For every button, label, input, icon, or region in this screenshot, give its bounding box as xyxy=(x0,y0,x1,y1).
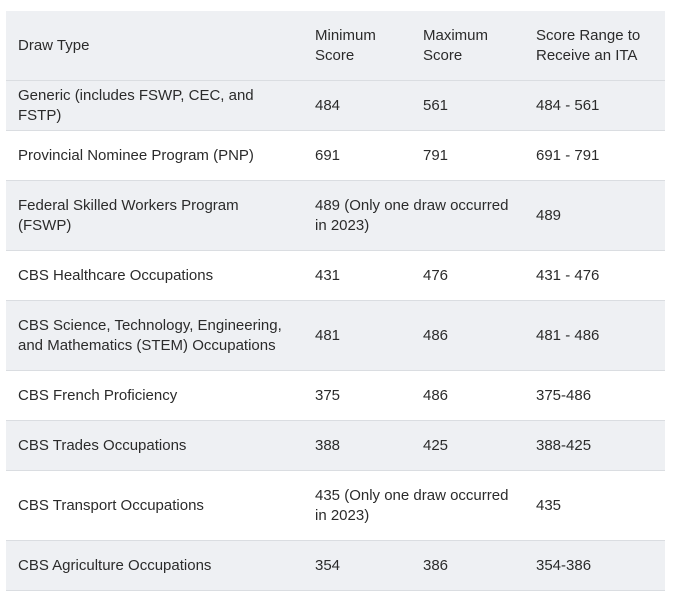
table-row: CBS Science, Technology, Engineering, an… xyxy=(6,300,665,371)
cell-draw-type: Provincial Nominee Program (PNP) xyxy=(6,130,303,181)
cell-max-score: 386 xyxy=(411,540,524,591)
table-header-row: Draw Type Minimum Score Maximum Score Sc… xyxy=(6,11,665,81)
cell-score-range: 431 - 476 xyxy=(524,250,665,301)
cell-max-score: 791 xyxy=(411,130,524,181)
table-row: Federal Skilled Workers Program (FSWP) 4… xyxy=(6,180,665,251)
cell-score-range: 354-386 xyxy=(524,540,665,591)
table-row: CBS Trades Occupations 388 425 388-425 xyxy=(6,420,665,471)
cell-min-max-combined: 435 (Only one draw occurred in 2023) xyxy=(303,470,524,541)
cell-draw-type: CBS Agriculture Occupations xyxy=(6,540,303,591)
cell-max-score: 561 xyxy=(411,80,524,131)
cell-max-score: 486 xyxy=(411,370,524,421)
cell-draw-type: CBS Transport Occupations xyxy=(6,470,303,541)
header-score-range: Score Range to Receive an ITA xyxy=(524,11,665,81)
cell-max-score: 476 xyxy=(411,250,524,301)
cell-min-score: 354 xyxy=(303,540,411,591)
score-table-container: Draw Type Minimum Score Maximum Score Sc… xyxy=(6,11,665,591)
cell-score-range: 691 - 791 xyxy=(524,130,665,181)
cell-min-max-combined: 489 (Only one draw occurred in 2023) xyxy=(303,180,524,251)
cell-min-score: 431 xyxy=(303,250,411,301)
table-row: Provincial Nominee Program (PNP) 691 791… xyxy=(6,130,665,181)
cell-score-range: 484 - 561 xyxy=(524,80,665,131)
cell-draw-type: CBS French Proficiency xyxy=(6,370,303,421)
cell-score-range: 481 - 486 xyxy=(524,300,665,371)
cell-score-range: 489 xyxy=(524,180,665,251)
cell-draw-type: CBS Healthcare Occupations xyxy=(6,250,303,301)
cell-draw-type: Federal Skilled Workers Program (FSWP) xyxy=(6,180,303,251)
cell-draw-type: CBS Trades Occupations xyxy=(6,420,303,471)
cell-score-range: 435 xyxy=(524,470,665,541)
table-row: CBS French Proficiency 375 486 375-486 xyxy=(6,370,665,421)
header-minimum-score: Minimum Score xyxy=(303,11,411,81)
cell-draw-type: CBS Science, Technology, Engineering, an… xyxy=(6,300,303,371)
cell-draw-type: Generic (includes FSWP, CEC, and FSTP) xyxy=(6,80,303,131)
table-row: CBS Healthcare Occupations 431 476 431 -… xyxy=(6,250,665,301)
cell-min-score: 388 xyxy=(303,420,411,471)
cell-min-score: 484 xyxy=(303,80,411,131)
table-row: CBS Transport Occupations 435 (Only one … xyxy=(6,470,665,541)
table-row: Generic (includes FSWP, CEC, and FSTP) 4… xyxy=(6,80,665,131)
cell-min-score: 691 xyxy=(303,130,411,181)
cell-min-score: 375 xyxy=(303,370,411,421)
cell-max-score: 425 xyxy=(411,420,524,471)
header-draw-type: Draw Type xyxy=(6,11,303,81)
crs-score-table: Draw Type Minimum Score Maximum Score Sc… xyxy=(6,11,665,591)
cell-score-range: 388-425 xyxy=(524,420,665,471)
cell-max-score: 486 xyxy=(411,300,524,371)
cell-min-score: 481 xyxy=(303,300,411,371)
table-row: CBS Agriculture Occupations 354 386 354-… xyxy=(6,540,665,591)
header-maximum-score: Maximum Score xyxy=(411,11,524,81)
cell-score-range: 375-486 xyxy=(524,370,665,421)
